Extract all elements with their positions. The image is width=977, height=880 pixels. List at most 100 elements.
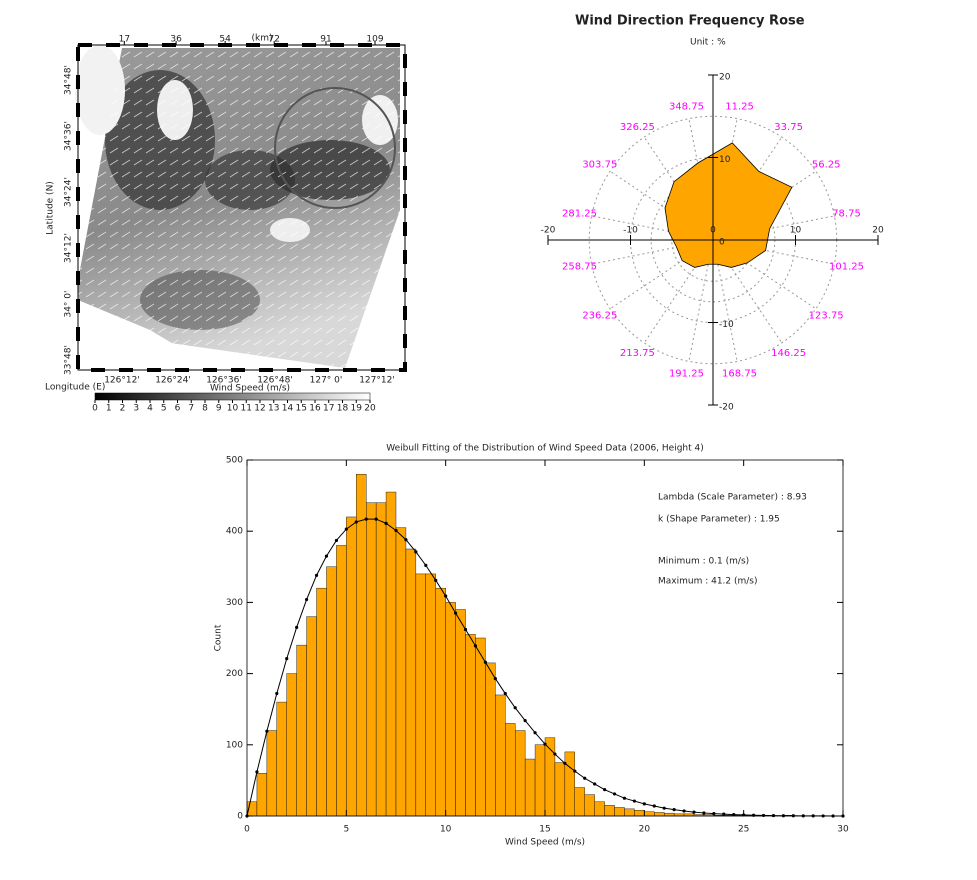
annotation: Lambda (Scale Parameter) : 8.93 — [658, 493, 807, 503]
bar — [306, 616, 317, 817]
bar — [395, 527, 407, 817]
top-tick-label: 36 — [170, 35, 182, 45]
y-tick-label: -10 — [719, 320, 734, 330]
bar — [336, 545, 347, 817]
top-tick-label: 91 — [320, 35, 331, 45]
x-tick-label: 20 — [872, 226, 884, 236]
angle-label: 258.75 — [562, 262, 597, 273]
colorbar-tick-label: 8 — [202, 404, 208, 414]
x-tick-label: 0 — [244, 825, 250, 835]
colorbar-tick-label: 3 — [133, 404, 139, 414]
fit-point — [672, 807, 676, 812]
angle-label: 56.25 — [812, 159, 841, 170]
angle-label: 281.25 — [562, 208, 597, 219]
x-tick-label: 20 — [639, 825, 651, 835]
fit-point — [692, 810, 696, 814]
fit-point — [652, 804, 656, 808]
x-tick-label: 10 — [440, 825, 452, 835]
fit-point — [583, 776, 587, 780]
top-tick-label: 54 — [219, 35, 231, 45]
fit-point — [454, 611, 458, 615]
annotation: Minimum : 0.1 (m/s) — [658, 557, 749, 567]
colorbar-tick-label: 5 — [161, 404, 167, 414]
fit-point — [255, 770, 259, 774]
fit-point — [384, 521, 388, 525]
x-tick-label: 0 — [710, 226, 716, 236]
bar — [316, 587, 327, 817]
bar — [594, 801, 605, 817]
bar — [266, 730, 278, 817]
fit-point — [761, 813, 766, 818]
y-tick-label: 20 — [719, 73, 731, 83]
fit-point — [722, 812, 726, 816]
bar — [505, 723, 516, 817]
fit-point — [434, 578, 438, 582]
fit-point — [424, 563, 428, 567]
angle-label: 11.25 — [725, 101, 754, 112]
y-tick-label: -20 — [719, 403, 734, 413]
angle-label: 236.25 — [582, 311, 617, 322]
colorbar-tick-label: 13 — [268, 404, 279, 414]
colorbar-tick-label: 16 — [309, 404, 321, 414]
colorbar-tick-label: 7 — [188, 404, 194, 414]
fit-point — [354, 520, 358, 524]
x-tick-label: 30 — [837, 825, 849, 835]
fit-point — [364, 517, 368, 521]
angle-label: 348.75 — [669, 101, 704, 112]
fit-point — [662, 806, 666, 810]
colorbar-label: Wind Speed (m/s) — [210, 384, 290, 394]
fit-point — [732, 812, 736, 817]
y-tick-label: 34°24' — [64, 177, 74, 207]
y-label: Latitude (N) — [46, 181, 56, 235]
map-image — [75, 43, 407, 372]
y-tick-label: 0 — [237, 812, 243, 822]
x-tick-label: 126°48' — [257, 376, 293, 386]
bar — [654, 812, 665, 817]
x-tick-label: 5 — [343, 825, 349, 835]
y-tick-label: 100 — [226, 740, 243, 750]
bar — [584, 794, 595, 817]
x-tick-label: 15 — [539, 825, 550, 835]
y-tick-label: 34°36' — [64, 121, 74, 151]
bar — [425, 573, 436, 817]
bar — [286, 673, 297, 817]
hist-title: Weibull Fitting of the Distribution of W… — [386, 444, 704, 454]
bar — [564, 751, 575, 817]
bar — [604, 805, 615, 817]
fit-point — [503, 691, 507, 696]
fit-point — [334, 538, 338, 543]
x-tick-label: -10 — [623, 226, 638, 236]
y-tick-label: 34°48' — [64, 65, 74, 95]
y-tick-label: 34° 0' — [64, 290, 74, 317]
colorbar-tick-label: 9 — [216, 404, 222, 414]
y-tick-label: 400 — [226, 527, 243, 537]
y-label: Count — [214, 624, 224, 651]
angle-label: 213.75 — [620, 348, 655, 359]
fit-point — [483, 660, 487, 664]
fit-point — [444, 594, 448, 598]
bar — [276, 701, 287, 817]
angle-label: 303.75 — [582, 159, 617, 170]
fit-point — [394, 528, 398, 533]
x-tick-label: -20 — [541, 226, 556, 236]
colorbar — [94, 392, 371, 401]
x-tick-label: 25 — [738, 825, 749, 835]
y-tick-label: 500 — [226, 456, 243, 466]
x-tick-label: 126°36' — [206, 376, 242, 386]
bar — [495, 694, 506, 817]
bar — [435, 587, 446, 817]
colorbar-tick-label: 17 — [323, 404, 334, 414]
colorbar-tick-label: 0 — [92, 404, 98, 414]
bar — [515, 730, 526, 817]
colorbar-tick-label: 2 — [120, 404, 126, 414]
colorbar-tick-label: 18 — [337, 404, 349, 414]
bar — [256, 773, 268, 817]
fit-point — [344, 527, 348, 531]
bar — [366, 502, 377, 817]
fit-point — [632, 799, 637, 803]
colorbar-tick-label: 1 — [106, 404, 112, 414]
fit-point — [404, 538, 408, 542]
bar — [644, 811, 655, 817]
bar — [634, 810, 645, 817]
